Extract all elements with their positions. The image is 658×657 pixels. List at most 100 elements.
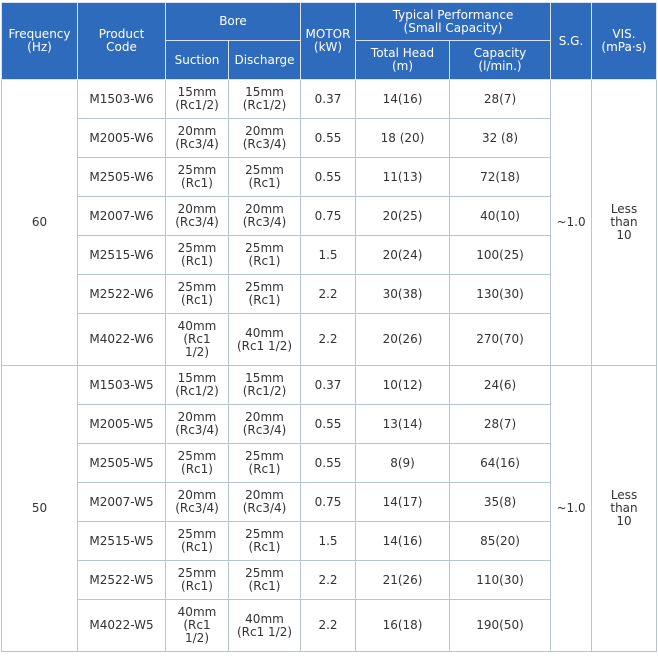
suction-cell: 25mm (Rc1) [165, 560, 229, 600]
product-code-cell: M2515-W6 [77, 235, 166, 275]
table-row: M2505-W6 25mm (Rc1) 25mm (Rc1) 0.55 11(13) 72… [2, 157, 657, 197]
discharge-cell: 25mm (Rc1) [227, 157, 302, 197]
discharge-cell: 20mm (Rc3/4) [227, 196, 302, 236]
motor-cell: 0.37 [300, 365, 357, 405]
capacity-cell: 85(20) [449, 521, 552, 561]
suction-cell: 25mm (Rc1) [165, 521, 229, 561]
capacity-cell: 24(6) [449, 365, 552, 405]
frequency-cell: 50 [1, 365, 78, 652]
capacity-cell: 40(10) [449, 196, 552, 236]
discharge-cell: 25mm (Rc1) [227, 521, 302, 561]
table-row: M2505-W5 25mm (Rc1) 25mm (Rc1) 0.55 8(9) 64(1… [2, 443, 657, 483]
header-bore: Bore [164, 2, 302, 41]
total-head-cell: 10(12) [355, 365, 451, 405]
suction-cell: 25mm (Rc1) [165, 443, 229, 483]
product-code-cell: M4022-W5 [77, 599, 166, 652]
table-row: 60 M1503-W6 15mm (Rc1/2) 15mm (Rc1/2) 0.37 14… [1, 79, 658, 366]
discharge-cell: 20mm (Rc3/4) [227, 482, 302, 522]
table-row: M2515-W5 25mm (Rc1) 25mm (Rc1) 1.5 14(16) 85(… [2, 521, 657, 561]
motor-cell: 0.75 [300, 482, 357, 522]
vis-cell: Less than 10 [591, 365, 658, 652]
header-vis: VIS. (mPa·s) [591, 2, 658, 80]
discharge-cell: 15mm (Rc1/2) [227, 365, 302, 405]
discharge-cell: 20mm (Rc3/4) [227, 118, 302, 158]
capacity-cell: 110(30) [449, 560, 552, 600]
total-head-cell: 20(25) [355, 196, 451, 236]
table-row: M4022-W5 40mm (Rc1 1/2) 40mm (Rc1 1/2) 2.2 1… [2, 599, 657, 652]
suction-cell: 20mm (Rc3/4) [165, 404, 229, 444]
sg-cell: ~1.0 [550, 365, 593, 652]
capacity-cell: 64(16) [449, 443, 552, 483]
total-head-cell: 20(24) [355, 235, 451, 275]
suction-cell: 20mm (Rc3/4) [165, 482, 229, 522]
total-head-cell: 21(26) [355, 560, 451, 600]
suction-cell: 15mm (Rc1/2) [165, 365, 229, 405]
total-head-cell: 14(16) [355, 521, 451, 561]
total-head-cell: 14(16) [355, 79, 451, 119]
table-row: M2515-W6 25mm (Rc1) 25mm (Rc1) 1.5 20(24) 100… [2, 235, 657, 275]
table-row: 50 M1503-W5 15mm (Rc1/2) 15mm (Rc1/2) 0.37 10… [1, 365, 658, 652]
discharge-cell: 15mm (Rc1/2) [227, 79, 302, 119]
table-row: M2005-W5 20mm (Rc3/4) 20mm (Rc3/4) 0.55 13(1… [2, 404, 657, 444]
capacity-cell: 32 (8) [449, 118, 552, 158]
motor-cell: 0.37 [300, 79, 357, 119]
header-capacity: Capacity (l/min.) [449, 40, 552, 80]
suction-cell: 25mm (Rc1) [165, 235, 229, 275]
discharge-cell: 40mm (Rc1 1/2) [227, 313, 302, 366]
suction-cell: 15mm (Rc1/2) [165, 79, 229, 119]
motor-cell: 0.55 [300, 404, 357, 444]
product-code-cell: M2515-W5 [77, 521, 166, 561]
product-code-cell: M2007-W5 [77, 482, 166, 522]
discharge-cell: 20mm (Rc3/4) [227, 404, 302, 444]
suction-cell: 20mm (Rc3/4) [165, 196, 229, 236]
motor-cell: 0.55 [300, 443, 357, 483]
motor-cell: 0.55 [300, 157, 357, 197]
capacity-cell: 100(25) [449, 235, 552, 275]
product-code-cell: M1503-W5 [77, 365, 166, 405]
capacity-cell: 28(7) [449, 404, 552, 444]
total-head-cell: 16(18) [355, 599, 451, 652]
total-head-cell: 18 (20) [355, 118, 451, 158]
header-product-code: Product Code [77, 2, 166, 80]
motor-cell: 1.5 [300, 521, 357, 561]
product-code-cell: M1503-W6 [77, 79, 166, 119]
table-row: M4022-W6 40mm (Rc1 1/2) 40mm (Rc1 1/2) 2.2 2… [2, 313, 657, 366]
capacity-cell: 270(70) [449, 313, 552, 366]
motor-cell: 0.75 [300, 196, 357, 236]
sg-cell: ~1.0 [550, 79, 593, 366]
product-code-cell: M2505-W5 [77, 443, 166, 483]
header-discharge: Discharge [227, 40, 302, 80]
total-head-cell: 30(38) [355, 274, 451, 314]
header-motor: MOTOR (kW) [300, 2, 357, 80]
product-code-cell: M4022-W6 [77, 313, 166, 366]
total-head-cell: 13(14) [355, 404, 451, 444]
product-code-cell: M2005-W5 [77, 404, 166, 444]
capacity-cell: 190(50) [449, 599, 552, 652]
capacity-cell: 28(7) [449, 79, 552, 119]
motor-cell: 2.2 [300, 599, 357, 652]
product-code-cell: M2007-W6 [77, 196, 166, 236]
table-row: M2007-W6 20mm (Rc3/4) 20mm (Rc3/4) 0.75 20(2… [2, 196, 657, 236]
header-sg: S.G. [550, 2, 593, 80]
vis-cell: Less than 10 [591, 79, 658, 366]
header-frequency: Frequency (Hz) [1, 2, 78, 80]
header-total-head: Total Head (m) [355, 40, 451, 80]
capacity-cell: 35(8) [449, 482, 552, 522]
table-row: M2522-W5 25mm (Rc1) 25mm (Rc1) 2.2 21(26) 110… [2, 560, 657, 600]
discharge-cell: 40mm (Rc1 1/2) [227, 599, 302, 652]
motor-cell: 1.5 [300, 235, 357, 275]
total-head-cell: 8(9) [355, 443, 451, 483]
suction-cell: 25mm (Rc1) [165, 274, 229, 314]
discharge-cell: 25mm (Rc1) [227, 443, 302, 483]
discharge-cell: 25mm (Rc1) [227, 560, 302, 600]
discharge-cell: 25mm (Rc1) [227, 235, 302, 275]
product-code-cell: M2522-W6 [77, 274, 166, 314]
table-header: Frequency (Hz) Product Code Bore MOTOR (… [1, 2, 658, 80]
suction-cell: 40mm (Rc1 1/2) [165, 599, 229, 652]
product-code-cell: M2522-W5 [77, 560, 166, 600]
motor-cell: 0.55 [300, 118, 357, 158]
frequency-cell: 60 [1, 79, 78, 366]
table-row: M2522-W6 25mm (Rc1) 25mm (Rc1) 2.2 30(38) 130… [2, 274, 657, 314]
suction-cell: 25mm (Rc1) [165, 157, 229, 197]
